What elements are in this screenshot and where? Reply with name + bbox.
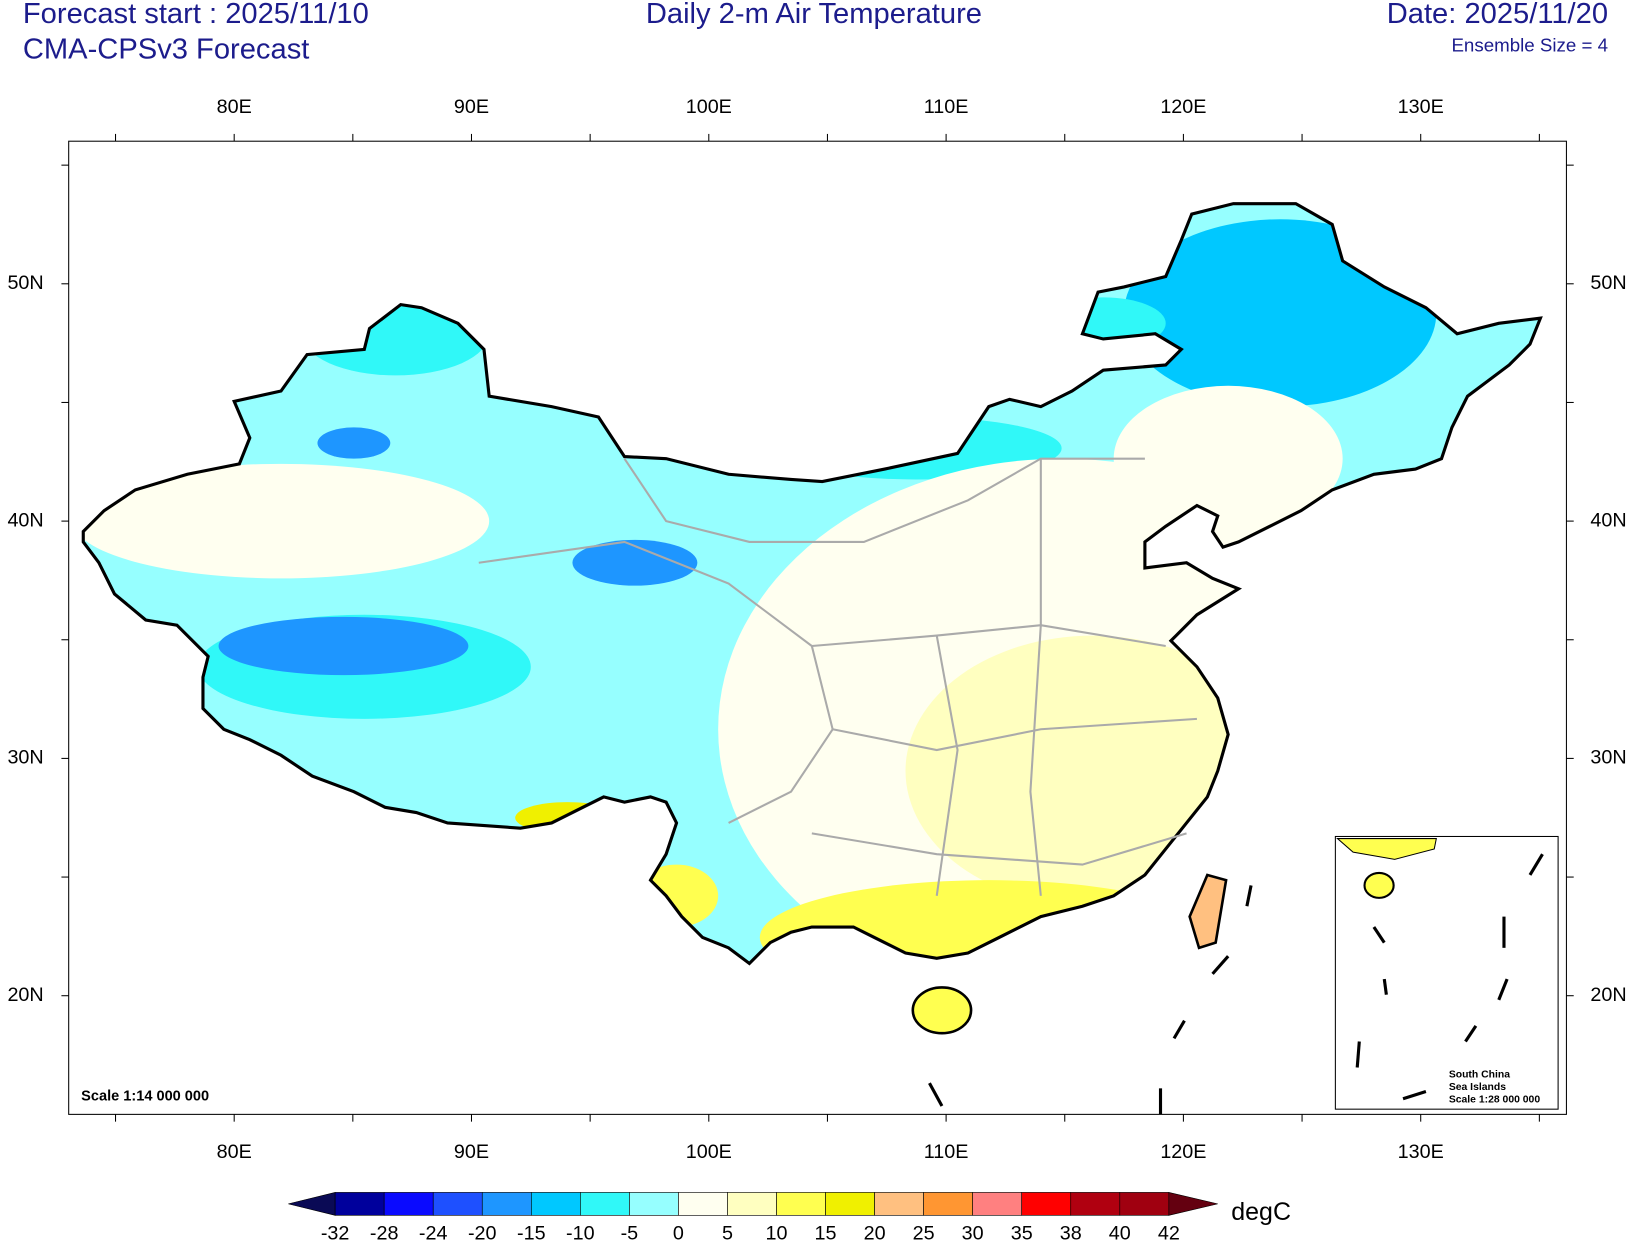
lon-label: 100E [686, 1141, 732, 1163]
colorbar-label: -10 [566, 1222, 595, 1241]
lat-label: 20N [7, 984, 43, 1006]
lat-label: 50N [7, 272, 43, 294]
colorbar-box [776, 1192, 826, 1216]
colorbar-box [825, 1192, 875, 1216]
map-scale: Scale 1:14 000 000 [81, 1089, 209, 1105]
colorbar-unit: degC [1231, 1198, 1291, 1226]
colorbar-label: 42 [1158, 1222, 1180, 1241]
colorbar-box [481, 1192, 532, 1216]
colorbar-label: 20 [864, 1222, 886, 1241]
colorbar-box [874, 1192, 924, 1216]
lat-label: 40N [1590, 509, 1626, 531]
lon-label: 110E [924, 1141, 969, 1163]
province-borders [478, 457, 1198, 896]
map: South China Sea Islands Scale 1:28 000 0… [68, 140, 1567, 1115]
lon-label: 100E [686, 96, 732, 118]
lon-label: 130E [1398, 96, 1444, 118]
colorbar-box [972, 1192, 1023, 1216]
colorbar-label: 30 [962, 1222, 984, 1241]
colorbar-box [1119, 1192, 1170, 1216]
lat-label: 40N [7, 509, 43, 531]
colorbar-box [580, 1192, 630, 1216]
colorbar-box [1021, 1192, 1072, 1216]
lat-label: 50N [1590, 272, 1626, 294]
lon-label: 120E [1160, 96, 1206, 118]
colorbar-box [383, 1192, 434, 1216]
lon-label: 90E [454, 1141, 489, 1163]
lat-label: 20N [1590, 984, 1626, 1006]
colorbar-label: -28 [370, 1222, 399, 1241]
colorbar-label: -20 [468, 1222, 497, 1241]
colorbar-label: 10 [766, 1222, 788, 1241]
colorbar-label: 0 [673, 1222, 684, 1241]
left-subtitle: CMA-CPSv3 Forecast [23, 33, 309, 65]
colorbar-box [334, 1192, 385, 1216]
colorbar-box [1070, 1192, 1121, 1216]
lon-label: 130E [1398, 1141, 1444, 1163]
lat-label: 30N [1590, 747, 1626, 769]
lon-label: 80E [217, 96, 252, 118]
left-title: Forecast start : 2025/11/10 [23, 0, 369, 30]
colorbar-box [923, 1192, 973, 1216]
colorbar-label: 15 [815, 1222, 837, 1241]
inset [1334, 835, 1559, 1110]
colorbar-label: -15 [517, 1222, 546, 1241]
colorbar-label: 38 [1060, 1222, 1082, 1241]
right-subtitle: Ensemble Size = 4 [1451, 34, 1608, 55]
colorbar-label: -24 [419, 1222, 448, 1241]
colorbar-label: -5 [621, 1222, 639, 1241]
lon-label: 80E [217, 1141, 252, 1163]
right-title: Date: 2025/11/20 [1387, 0, 1608, 30]
colorbar-label: -32 [321, 1222, 350, 1241]
lat-label: 30N [7, 747, 43, 769]
colorbar-label: 40 [1109, 1222, 1131, 1241]
lon-label: 120E [1160, 1141, 1206, 1163]
colorbar-box [678, 1192, 728, 1216]
inset-label: Sea Islands [1449, 1082, 1506, 1093]
colorbar-label: 25 [913, 1222, 935, 1241]
center-title: Daily 2-m Air Temperature [646, 0, 982, 30]
colorbar-box [727, 1192, 777, 1216]
lon-label: 110E [924, 96, 969, 118]
colorbar-box [432, 1192, 483, 1216]
colorbar-label: 5 [722, 1222, 733, 1241]
nine-dash-line [928, 885, 1253, 1115]
colorbar-box [530, 1192, 581, 1216]
colorbar-label: 35 [1011, 1222, 1033, 1241]
lon-label: 90E [454, 96, 489, 118]
inset-label: Scale 1:28 000 000 [1449, 1095, 1541, 1106]
colorbar-box [629, 1192, 679, 1216]
inset-label: South China [1449, 1070, 1510, 1081]
colorbar-end [1168, 1192, 1218, 1216]
colorbar-end [288, 1192, 336, 1216]
